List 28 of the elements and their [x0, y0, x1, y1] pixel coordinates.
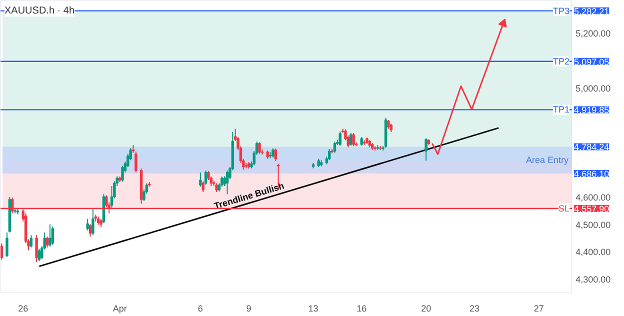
x-tick-label: Apr	[112, 304, 127, 314]
y-tick-label: 4,600.00	[576, 192, 611, 202]
y-tick-label: 4,686.10	[574, 168, 610, 179]
ref-line-label: SL	[558, 203, 570, 214]
x-tick-label: 26	[18, 304, 28, 314]
y-tick-label: 4,300.00	[576, 274, 611, 284]
y-tick-label: 4,784.24	[574, 142, 610, 152]
ref-line-label: TP3	[552, 6, 570, 16]
x-tick-label: 9	[246, 304, 252, 314]
ref-line-label: TP2	[552, 56, 570, 66]
y-tick-label: 4,400.00	[576, 247, 611, 258]
y-tick-label: 5,200.00	[576, 28, 611, 39]
y-tick-label: 4,919.85	[574, 105, 610, 116]
x-tick-label: 20	[421, 304, 432, 314]
ref-line-label: TP1	[552, 104, 570, 115]
x-tick-label: 27	[534, 304, 544, 314]
y-tick-label: 5,000.00	[576, 83, 611, 94]
band-label: Area Entry	[526, 155, 569, 166]
x-tick-label: 16	[356, 304, 367, 314]
y-tick-label: 5,097.05	[574, 56, 610, 67]
text: Trendline Bullish	[212, 180, 286, 212]
y-tick-label: 4,557.90	[574, 204, 610, 214]
y-tick-label: 4,500.00	[576, 220, 611, 230]
y-tick-label: 5,282.21	[574, 6, 610, 16]
x-tick-label: 6	[198, 304, 203, 314]
x-tick-label: 23	[469, 304, 480, 314]
text: XAUUSD.h · 4h	[4, 6, 75, 16]
x-tick-label: 13	[308, 304, 318, 314]
